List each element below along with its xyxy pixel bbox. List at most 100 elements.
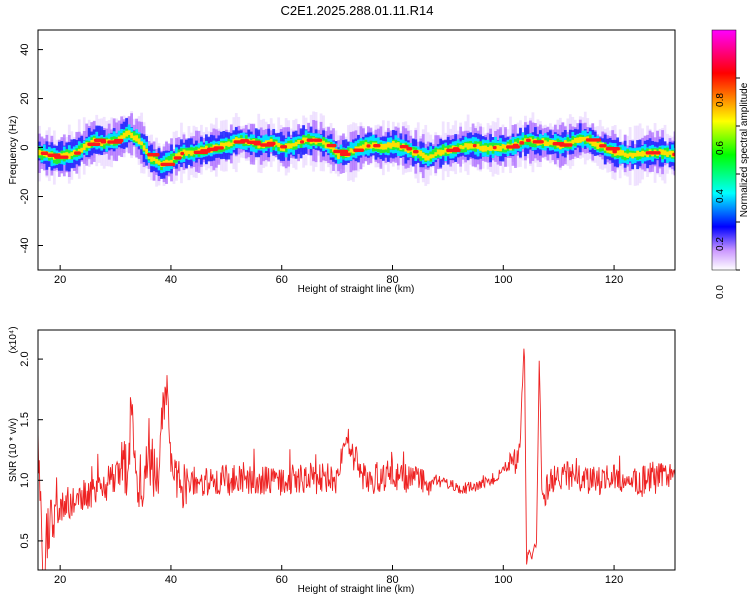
ridge-cell <box>638 152 642 157</box>
ridge-cell <box>464 143 468 148</box>
ridge-cell <box>105 139 109 144</box>
ridge-cell <box>394 142 398 148</box>
ridge-cell <box>197 148 201 153</box>
ridge-cell <box>441 149 445 155</box>
ridge-cell <box>97 138 101 146</box>
ridge-core-cell <box>213 146 224 150</box>
ridge-core <box>40 138 675 167</box>
spectrogram-xtick-label: 120 <box>605 274 623 286</box>
ridge-core-cell <box>253 142 261 146</box>
ridge-cell <box>666 151 669 157</box>
colorbar-tick-label: 0.0 <box>715 285 726 299</box>
ridge-cell <box>80 147 84 153</box>
ridge-cell <box>563 140 567 146</box>
colorbar-tick-label: 0.8 <box>715 93 726 107</box>
ridge-core-cell <box>472 144 477 148</box>
ridge-cell <box>127 130 131 136</box>
snr-ytick-label: 0.5 <box>19 533 31 548</box>
ridge-cell <box>287 143 291 149</box>
ridge-cell <box>82 143 86 151</box>
ridge-cell <box>352 149 355 154</box>
spectrogram-xtick-label: 100 <box>494 274 512 286</box>
spectrogram-ridge <box>38 111 675 187</box>
ridge-cell <box>85 142 89 148</box>
colorbar-tick-label: 0.6 <box>715 141 726 155</box>
ridge-cell <box>618 149 622 156</box>
ridge-cell <box>190 150 193 156</box>
ridge-core-cell <box>353 148 365 152</box>
ridge-cell <box>484 145 487 152</box>
ridge-cell <box>205 145 208 152</box>
ridge-core-cell <box>54 155 69 159</box>
snr-axes: 20 40 60 80 100 120 0.5 1.0 1.5 2.0 <box>19 351 623 586</box>
ridge-cell <box>593 141 597 147</box>
ridge-cell <box>391 140 395 147</box>
ridge-cell <box>461 145 465 150</box>
ridge-cell <box>140 141 143 149</box>
ridge-cell <box>229 142 233 147</box>
snr-xtick-label: 60 <box>276 574 288 586</box>
spectrogram-xtick-label: 80 <box>386 274 398 286</box>
ridge-core-cell <box>280 145 288 149</box>
ridge-core-cell <box>160 162 176 167</box>
ridge-cell <box>369 144 373 149</box>
snr-xtick-label: 20 <box>54 574 66 586</box>
ridge-cell <box>633 152 637 157</box>
ridge-core-cell <box>599 144 607 148</box>
ridge-core-cell <box>173 156 182 160</box>
ridge-cell <box>237 138 241 142</box>
ridge-cell <box>332 147 335 152</box>
ridge-core-cell <box>339 152 351 156</box>
snr-ylabel: SNR (10 * v/v) <box>8 418 19 482</box>
ridge-core-cell <box>40 151 49 155</box>
ridge-cell <box>70 152 74 156</box>
ridge-cell <box>444 147 448 153</box>
ridge-cell <box>524 138 527 142</box>
spectrogram-axes: 20 40 60 80 100 120 -40 -20 0 20 40 <box>19 43 623 286</box>
ridge-cell <box>496 145 500 152</box>
ridge-cell <box>137 138 141 145</box>
ridge-cell <box>596 142 600 150</box>
spectrogram-xlabel: Height of straight line (km) <box>298 284 415 295</box>
ridge-core-cell <box>266 141 276 146</box>
spectrogram-ytick-label: 40 <box>19 43 31 55</box>
ridge-cell <box>145 148 148 154</box>
ridge-cell <box>434 152 438 157</box>
snr-ytick-label: 1.0 <box>19 473 31 488</box>
ridge-cell <box>424 154 428 161</box>
ridge-cell <box>476 143 480 150</box>
ridge-cell <box>155 159 158 164</box>
spectrogram-ytick-label: 0 <box>19 144 31 150</box>
ridge-cell <box>304 137 308 142</box>
ridge-cell <box>277 143 281 148</box>
ridge-cell <box>459 145 463 149</box>
ridge-cell <box>322 140 325 145</box>
ridge-core-cell <box>525 138 531 143</box>
ridge-cell <box>431 149 435 159</box>
ridge-cell <box>257 143 261 149</box>
ridge-cell <box>616 148 620 156</box>
ridge-cell <box>663 150 667 156</box>
ridge-cell <box>234 137 238 143</box>
ridge-core-cell <box>87 142 101 146</box>
ridge-cell <box>125 130 129 137</box>
ridge-cell <box>583 136 587 141</box>
ridge-core-cell <box>366 144 371 148</box>
snr-xtick-label: 40 <box>165 574 177 586</box>
ridge-cell <box>421 152 425 159</box>
snr-xlabel: Height of straight line (km) <box>298 584 415 595</box>
ridge-core-cell <box>512 143 519 148</box>
ridge-cell <box>631 152 635 159</box>
ridge-core-cell <box>559 143 573 147</box>
ridge-cell <box>319 139 323 147</box>
ridge-core-cell <box>452 147 460 151</box>
ridge-cell <box>384 143 388 150</box>
ridge-cell <box>219 142 223 149</box>
ridge-cell <box>170 159 173 164</box>
spectrogram-panel: 20 40 60 80 100 120 -40 -20 0 20 40 Height of stra… <box>8 29 676 295</box>
spectrogram-ytick-label: 20 <box>19 92 31 104</box>
ridge-cell <box>551 140 555 146</box>
ridge-cell <box>132 135 136 141</box>
ridge-cell <box>381 143 385 150</box>
